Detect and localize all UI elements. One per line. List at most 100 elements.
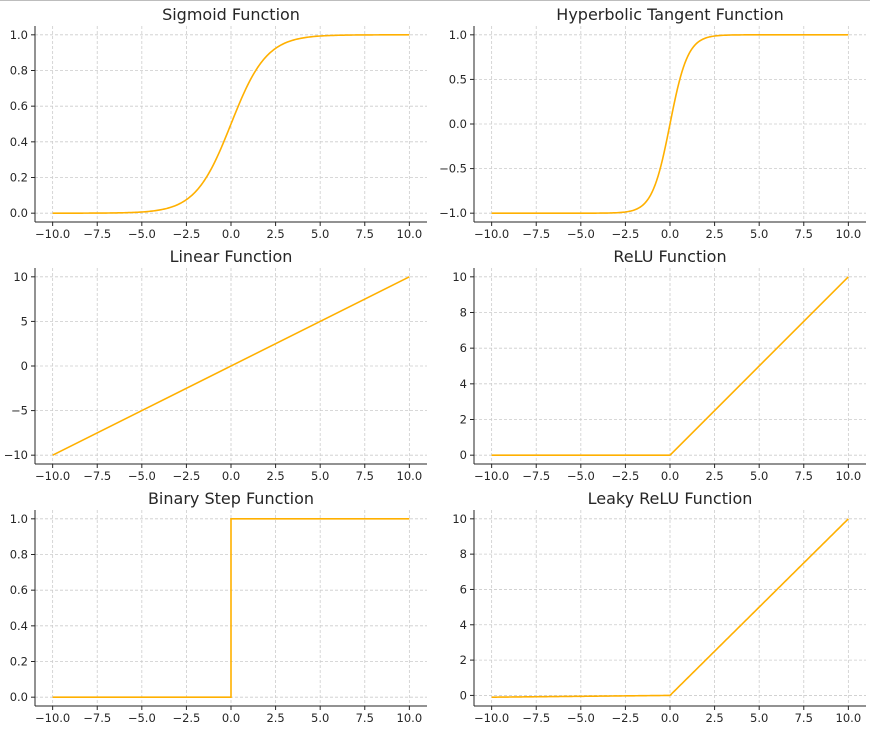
x-tick-label: −10.0 [35,469,70,483]
x-tick-label: 7.5 [795,469,813,483]
y-tick-label: 5 [21,314,28,328]
chart-panel-linear: −10.0 −7.5 −5.0 −2.5 0.0 2.5 5.0 7.5 10.0 −10 −5 0 5… [4,247,427,483]
y-tick-label: 6 [460,582,467,596]
series-line-binary-step [52,518,410,698]
x-tick-label: −2.5 [172,469,200,483]
x-tick-label: −5.0 [128,711,156,725]
y-tick-label: 10 [452,512,467,526]
y-tick-label: 0.8 [10,63,28,77]
chart-panel-binary-step: −10.0 −7.5 −5.0 −2.5 0.0 2.5 5.0 7.5 10.0 0.0 0.2 0… [10,489,427,725]
x-tick-label: −2.5 [172,711,200,725]
x-tick-label: 5.0 [311,227,329,241]
x-tick-label: −7.5 [522,227,550,241]
y-tick-label: 0.4 [10,135,28,149]
y-tick-label: 10 [452,270,467,284]
y-tick-label: 0.4 [10,619,28,633]
x-tick-label: −5.0 [567,711,595,725]
y-tick-label: 0.6 [10,99,28,113]
x-tick-label: 2.5 [705,227,723,241]
y-tick-label: 1.0 [449,28,467,42]
x-tick-label: 5.0 [750,711,768,725]
y-tick-label: 1.0 [10,512,28,526]
chart-title: Binary Step Function [148,489,314,508]
x-tick-label: 5.0 [750,469,768,483]
y-tick-label: 2 [460,413,467,427]
series-line-relu [491,276,849,456]
x-tick-label: 5.0 [750,227,768,241]
x-tick-label: −10.0 [474,711,509,725]
y-tick-label: 0.0 [10,690,28,704]
series-line-linear [52,276,410,456]
x-tick-label: 0.0 [661,227,679,241]
x-tick-label: −7.5 [522,469,550,483]
chart-title: Leaky ReLU Function [588,489,753,508]
y-tick-label: 2 [460,653,467,667]
x-tick-label: 2.5 [266,711,284,725]
y-tick-label: 0.5 [449,72,467,86]
y-tick-label: 0 [21,359,28,373]
series-line-tanh [491,34,849,214]
top-rule [0,0,870,1]
y-tick-label: 0 [460,448,467,462]
y-tick-label: 8 [460,305,467,319]
x-tick-label: 10.0 [836,469,862,483]
x-tick-label: 7.5 [795,227,813,241]
chart-title: Hyperbolic Tangent Function [556,5,783,24]
y-tick-label: −0.5 [439,162,467,176]
x-tick-label: 2.5 [705,469,723,483]
y-tick-label: 0.0 [449,117,467,131]
y-tick-label: 0.8 [10,547,28,561]
x-tick-label: 7.5 [795,711,813,725]
x-tick-label: 0.0 [661,469,679,483]
chart-panel-sigmoid: −10.0 −7.5 −5.0 −2.5 0.0 2.5 5.0 7.5 10.0 0.0 0.2 0… [10,5,427,241]
chart-title: Sigmoid Function [162,5,300,24]
chart-panel-tanh: −10.0 −7.5 −5.0 −2.5 0.0 2.5 5.0 7.5 10.0 −1.0 −0.… [439,5,866,241]
y-tick-label: 0.6 [10,583,28,597]
x-tick-label: 10.0 [836,227,862,241]
x-tick-label: −2.5 [172,227,200,241]
x-tick-label: −7.5 [83,227,111,241]
y-tick-label: 8 [460,547,467,561]
chart-panel-relu: −10.0 −7.5 −5.0 −2.5 0.0 2.5 5.0 7.5 10.0 0 2 4 6 8 10… [452,247,866,483]
x-tick-label: −10.0 [474,227,509,241]
x-tick-label: 10.0 [397,469,423,483]
x-tick-label: 2.5 [705,711,723,725]
y-tick-label: 4 [460,618,467,632]
x-tick-label: 5.0 [311,711,329,725]
x-tick-label: 2.5 [266,469,284,483]
x-tick-label: 0.0 [222,711,240,725]
x-tick-label: 7.5 [356,469,374,483]
x-tick-label: 10.0 [836,711,862,725]
x-tick-label: −7.5 [83,469,111,483]
x-tick-label: 10.0 [397,711,423,725]
y-tick-label: −5 [11,404,28,418]
y-tick-label: 1.0 [10,28,28,42]
x-tick-label: 0.0 [661,711,679,725]
x-tick-label: 0.0 [222,469,240,483]
y-tick-label: 0.2 [10,171,28,185]
x-tick-label: −5.0 [567,469,595,483]
x-tick-label: −2.5 [611,711,639,725]
y-tick-label: 6 [460,341,467,355]
x-tick-label: −10.0 [35,711,70,725]
y-tick-label: 0.2 [10,655,28,669]
x-tick-label: −7.5 [522,711,550,725]
y-tick-label: 0.0 [10,206,28,220]
chart-title: ReLU Function [613,247,726,266]
y-tick-label: 10 [13,270,28,284]
chart-panel-leaky-relu: −10.0 −7.5 −5.0 −2.5 0.0 2.5 5.0 7.5 10.0 0 2 4 6 8 10… [452,489,866,725]
x-tick-label: −2.5 [611,469,639,483]
y-tick-label: 0 [460,688,467,702]
x-tick-label: −5.0 [128,469,156,483]
x-tick-label: 10.0 [397,227,423,241]
x-tick-label: 5.0 [311,469,329,483]
chart-title: Linear Function [170,247,293,266]
x-tick-label: 0.0 [222,227,240,241]
x-tick-label: 2.5 [266,227,284,241]
x-tick-label: −5.0 [128,227,156,241]
series-line-sigmoid [52,34,410,214]
x-tick-label: −2.5 [611,227,639,241]
x-tick-label: −10.0 [35,227,70,241]
series-line-leaky-relu [491,518,849,698]
